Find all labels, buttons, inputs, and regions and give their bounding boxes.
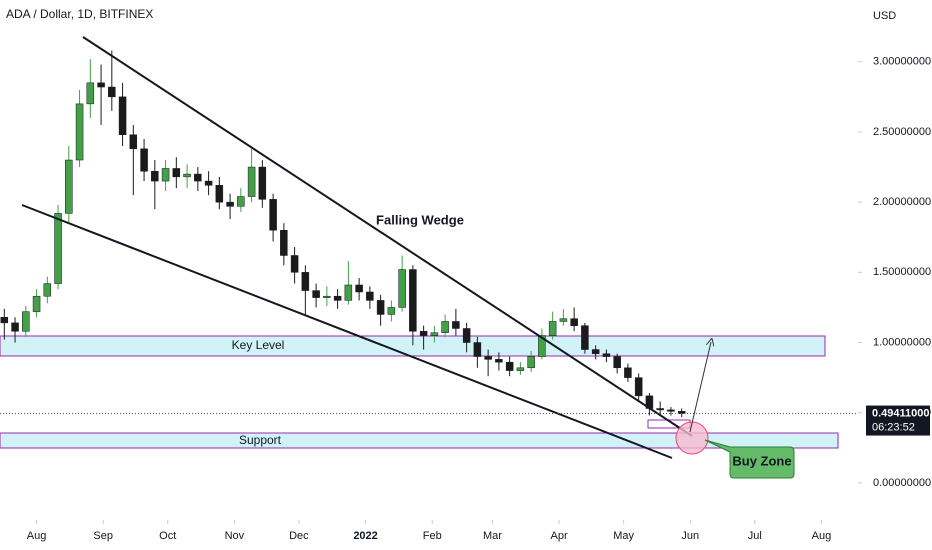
x-tick-label: Apr	[551, 530, 568, 542]
candle-body	[65, 159, 73, 214]
candle-body	[269, 199, 277, 231]
candle-body	[301, 272, 310, 291]
candle-body	[43, 283, 52, 297]
candle-body	[75, 103, 84, 161]
candle-body	[344, 284, 353, 301]
x-tick-label: Sep	[93, 530, 113, 542]
last-price-box	[866, 405, 930, 436]
buy-zone-circle	[675, 421, 709, 455]
x-tick-label: 2022	[353, 530, 377, 542]
candle-body	[527, 356, 535, 369]
y-tick-label: 2.50000000	[873, 126, 931, 138]
x-tick-label: Mar	[483, 530, 502, 542]
candle-body	[237, 196, 245, 207]
countdown-label: 06:23:52	[872, 421, 915, 433]
candle-body	[473, 342, 482, 357]
candle-body	[312, 290, 320, 298]
candle-body	[22, 311, 30, 332]
candle-body	[430, 332, 439, 336]
axis-unit: USD	[873, 10, 896, 22]
candle-body	[86, 82, 95, 105]
candle-body	[323, 295, 331, 298]
candle-body	[290, 255, 299, 273]
candle-body	[505, 361, 514, 371]
candle-body	[452, 321, 460, 329]
candle-body	[613, 356, 621, 369]
candle-body	[11, 322, 19, 332]
candle-body	[624, 367, 632, 378]
target-arrow	[689, 342, 711, 433]
candle-body	[495, 359, 503, 363]
candle-body	[247, 166, 256, 197]
y-tick-label: 1.50000000	[873, 266, 931, 278]
candle-body	[484, 356, 492, 360]
candle-body	[226, 201, 234, 207]
candle-body	[366, 291, 374, 301]
pattern-label: Falling Wedge	[376, 212, 464, 227]
candle-body	[656, 408, 664, 411]
candle-body	[333, 295, 342, 301]
candle-body	[258, 166, 267, 200]
candle-body	[204, 180, 213, 186]
last-price-label: 0.49411000	[872, 407, 930, 419]
candle-body	[398, 269, 406, 308]
x-tick-label: Jul	[748, 530, 762, 542]
candle-body	[215, 185, 224, 203]
candle-body	[129, 134, 138, 150]
x-tick-label: Feb	[423, 530, 442, 542]
x-tick-label: Jun	[681, 530, 699, 542]
support-label: Support	[239, 433, 282, 447]
wedge-upper-line	[82, 36, 693, 437]
candle-body	[140, 148, 148, 172]
candle-body	[108, 86, 116, 98]
x-tick-label: Aug	[812, 530, 832, 542]
candle-body	[591, 349, 600, 355]
candle-body	[161, 168, 170, 182]
y-tick-label: 1.00000000	[873, 336, 931, 348]
candle-body	[54, 213, 62, 284]
candle-body	[151, 171, 159, 182]
support-zone	[0, 432, 839, 449]
x-tick-label: Oct	[159, 530, 176, 542]
candle-body	[172, 168, 181, 178]
candle-body	[441, 321, 449, 333]
candle-body	[387, 307, 396, 315]
candle-body	[183, 173, 191, 178]
candle-body	[602, 353, 611, 357]
candle-body	[409, 269, 417, 332]
y-tick-label: 3.00000000	[873, 56, 931, 68]
candle-body	[559, 318, 568, 322]
x-tick-label: Dec	[289, 530, 309, 542]
candle-body	[548, 321, 557, 336]
y-tick-label: 2.00000000	[873, 196, 931, 208]
candle-body	[462, 328, 471, 343]
candle-body	[118, 96, 127, 136]
candle-body	[32, 295, 41, 312]
x-tick-label: Nov	[225, 530, 245, 542]
candle-body	[667, 409, 675, 412]
chart-title: ADA / Dollar, 1D, BITFINEX	[6, 7, 153, 21]
buy-zone-callout	[704, 439, 795, 479]
candle-body	[634, 377, 643, 397]
x-tick-label: May	[613, 530, 634, 542]
wedge-lower-line	[21, 204, 673, 459]
candle-body	[538, 335, 546, 357]
candle-body	[97, 82, 105, 88]
key-level-label: Key Level	[232, 338, 285, 352]
candle-body	[0, 317, 9, 324]
candle-body	[419, 331, 428, 336]
candle-body	[376, 300, 385, 315]
candle-body	[355, 284, 363, 293]
candle-body	[194, 173, 202, 182]
y-tick-label: 0.00000000	[873, 477, 931, 489]
buy-zone-label: Buy Zone	[732, 453, 791, 468]
candle-body	[581, 325, 589, 350]
candle-body	[570, 318, 578, 326]
candle-body	[280, 229, 288, 256]
x-tick-label: Aug	[27, 530, 47, 542]
candle-body	[516, 367, 525, 371]
